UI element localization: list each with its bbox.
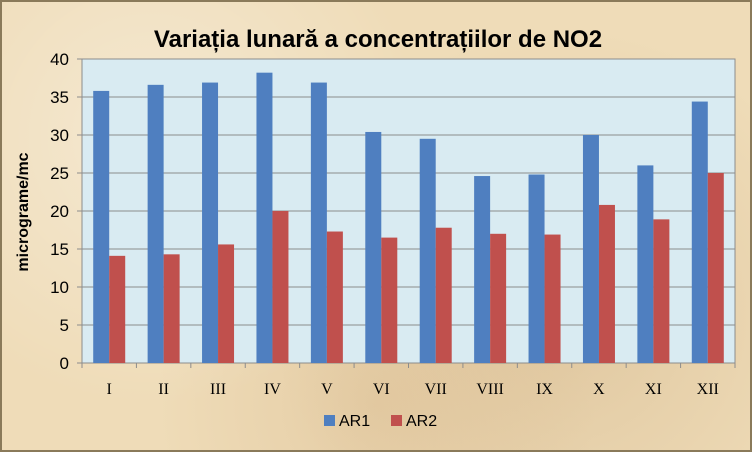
bar-ar2-xii [707,173,724,363]
y-tick-label: 5 [60,316,69,335]
bar-ar1-i [93,90,110,364]
bar-ar2-vi [381,237,398,363]
bar-ar2-x [598,204,615,363]
bar-ar1-iv [256,72,273,364]
x-tick-label: VI [373,381,390,398]
legend-label: AR2 [406,413,437,430]
bar-ar2-i [109,255,126,363]
y-tick-label: 15 [50,240,69,259]
legend-swatch [391,415,402,426]
x-tick-label: II [158,381,169,398]
legend: AR1 AR2 [324,413,437,430]
bar-ar1-x [582,135,599,363]
bar-ar2-ix [544,234,561,363]
x-tick-label: V [321,381,333,398]
x-tick-label: I [107,381,112,398]
bar-ar2-viii [490,233,507,363]
bar-ar1-xi [637,165,654,363]
x-tick-label: X [593,381,605,398]
x-tick-label: VIII [476,381,504,398]
chart-title: Variația lunară a concentrațiilor de NO2 [154,26,602,53]
bar-ar1-vi [365,131,382,363]
bar-ar1-viii [474,176,491,363]
x-tick-label: XI [645,381,662,398]
x-tick-label: IV [264,381,281,398]
x-tick-label: VII [425,381,447,398]
bar-ar2-vii [435,227,452,363]
bar-ar2-iii [218,244,235,363]
y-tick-label: 40 [50,50,69,69]
legend-label: AR1 [339,413,370,430]
bar-ar1-xii [691,101,708,363]
legend-swatch [324,415,335,426]
bar-ar1-vii [419,138,436,363]
y-tick-label: 20 [50,202,69,221]
legend-item-ar1: AR1 [324,413,370,430]
y-tick-label: 0 [60,354,69,373]
y-tick-label: 35 [50,88,69,107]
legend-item-ar2: AR2 [391,413,437,430]
x-tick-label: III [210,381,226,398]
y-tick-label: 10 [50,278,69,297]
bar-ar2-v [326,231,343,363]
y-tick-label: 25 [50,164,69,183]
bar-ar1-v [310,82,327,363]
bar-ar1-iii [202,82,219,363]
bar-ar2-xi [653,219,670,363]
y-tick-label: 30 [50,126,69,145]
x-tick-label: XII [697,381,719,398]
y-axis-label: micrograme/mc [15,152,32,271]
x-tick-label: IX [536,381,553,398]
bar-ar2-ii [163,254,180,363]
bar-ar1-ii [147,84,164,363]
bar-ar2-iv [272,211,289,363]
bar-ar1-ix [528,174,545,363]
